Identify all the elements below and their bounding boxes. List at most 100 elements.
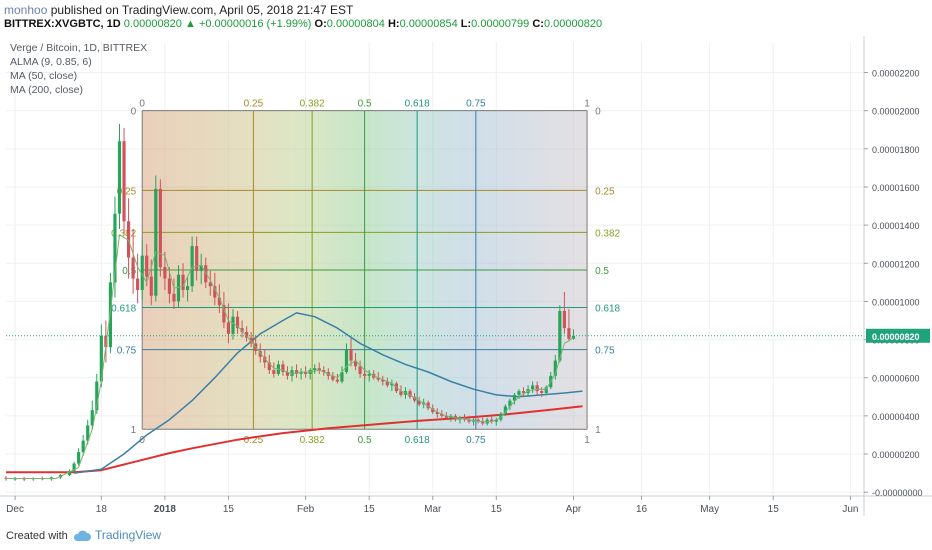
candle-body[interactable] (72, 463, 76, 472)
candle-body[interactable] (376, 377, 380, 380)
candle-body[interactable] (99, 335, 103, 382)
candle-body[interactable] (81, 440, 85, 453)
candle-body[interactable] (408, 391, 412, 397)
candle-body[interactable] (444, 415, 448, 418)
candle-body[interactable] (104, 335, 108, 348)
candle-body[interactable] (344, 349, 349, 373)
author-link[interactable]: monhoo (4, 3, 48, 17)
candle-body[interactable] (245, 331, 249, 338)
candle-body[interactable] (249, 337, 253, 344)
candle-body[interactable] (67, 471, 72, 476)
candle-body[interactable] (281, 364, 285, 373)
candle-body[interactable] (208, 282, 212, 287)
candle-body[interactable] (367, 373, 371, 376)
candle-body[interactable] (131, 257, 135, 279)
candle-body[interactable] (172, 293, 176, 302)
candle-body[interactable] (86, 425, 90, 441)
candle-body[interactable] (294, 370, 299, 374)
candle-body[interactable] (363, 373, 367, 376)
candle-body[interactable] (512, 394, 517, 401)
candle-body[interactable] (494, 419, 498, 422)
candle-body[interactable] (235, 316, 240, 329)
candle-body[interactable] (390, 383, 394, 386)
candle-body[interactable] (353, 360, 358, 367)
candle-body[interactable] (508, 400, 512, 407)
candle-body[interactable] (113, 213, 117, 283)
candle-body[interactable] (503, 406, 507, 414)
candle-body[interactable] (263, 356, 267, 363)
candle-body[interactable] (481, 421, 485, 424)
candle-body[interactable] (240, 328, 244, 332)
candle-body[interactable] (317, 368, 321, 371)
candle-body[interactable] (531, 385, 535, 390)
candle-body[interactable] (313, 368, 317, 371)
candle-body[interactable] (431, 408, 435, 413)
candle-body[interactable] (213, 286, 217, 298)
candle-body[interactable] (154, 188, 158, 296)
candle-body[interactable] (521, 391, 526, 393)
candle-body[interactable] (558, 310, 562, 361)
candle-body[interactable] (322, 370, 326, 373)
candle-body[interactable] (149, 276, 153, 296)
candle-body[interactable] (181, 274, 185, 290)
candle-body[interactable] (272, 370, 276, 374)
candle-body[interactable] (562, 310, 566, 329)
candle-body[interactable] (435, 412, 439, 414)
tradingview-logo[interactable]: TradingView (72, 528, 161, 542)
candle-body[interactable] (136, 278, 140, 290)
candle-body[interactable] (331, 375, 335, 380)
candle-body[interactable] (217, 297, 221, 306)
candle-body[interactable] (95, 381, 99, 411)
candle-body[interactable] (426, 402, 430, 409)
candle-body[interactable] (267, 362, 271, 371)
candle-body[interactable] (567, 328, 571, 339)
candle-body[interactable] (417, 400, 421, 405)
candle-body[interactable] (499, 413, 503, 420)
candle-body[interactable] (185, 286, 190, 290)
candle-body[interactable] (77, 452, 81, 464)
candle-body[interactable] (204, 265, 208, 283)
candle-body[interactable] (167, 278, 172, 294)
candle-body[interactable] (222, 305, 226, 323)
candle-body[interactable] (285, 372, 290, 376)
candle-body[interactable] (226, 322, 231, 334)
candle-body[interactable] (349, 349, 353, 361)
candle-body[interactable] (140, 255, 144, 290)
tradingview-brand: TradingView (95, 528, 162, 542)
price-chart[interactable]: 0000.250.250.250.250.3820.3820.3820.3820… (0, 36, 932, 526)
candle-body[interactable] (195, 246, 199, 271)
candle-body[interactable] (340, 372, 344, 382)
candle-body[interactable] (90, 410, 94, 426)
candle-body[interactable] (163, 267, 167, 279)
candle-body[interactable] (158, 188, 162, 268)
candle-body[interactable] (571, 335, 576, 339)
candle-body[interactable] (122, 141, 126, 222)
candle-body[interactable] (553, 360, 557, 376)
candle-body[interactable] (231, 316, 235, 334)
candle-body[interactable] (385, 381, 389, 386)
candle-body[interactable] (490, 419, 494, 422)
candle-body[interactable] (304, 372, 308, 374)
candle-body[interactable] (517, 391, 521, 395)
candle-body[interactable] (440, 413, 444, 416)
candle-body[interactable] (381, 379, 385, 382)
candle-body[interactable] (299, 372, 303, 374)
candle-body[interactable] (258, 351, 262, 357)
candle-body[interactable] (544, 387, 548, 393)
high-value: 0.00000854 (399, 18, 458, 30)
candle-body[interactable] (335, 379, 339, 382)
candle-body[interactable] (176, 274, 181, 302)
candle-body[interactable] (145, 255, 149, 277)
y-tick-label: 0.00000600 (872, 374, 920, 384)
candle-body[interactable] (358, 366, 362, 374)
candle-body[interactable] (117, 141, 122, 214)
candle-body[interactable] (535, 385, 539, 392)
candle-body[interactable] (199, 265, 203, 271)
candle-body[interactable] (412, 396, 417, 401)
candle-body[interactable] (540, 391, 544, 393)
candle-body[interactable] (126, 221, 131, 258)
candle-body[interactable] (399, 391, 403, 395)
candle-body[interactable] (190, 246, 194, 287)
candle-body[interactable] (467, 419, 471, 422)
candle-body[interactable] (290, 370, 294, 376)
